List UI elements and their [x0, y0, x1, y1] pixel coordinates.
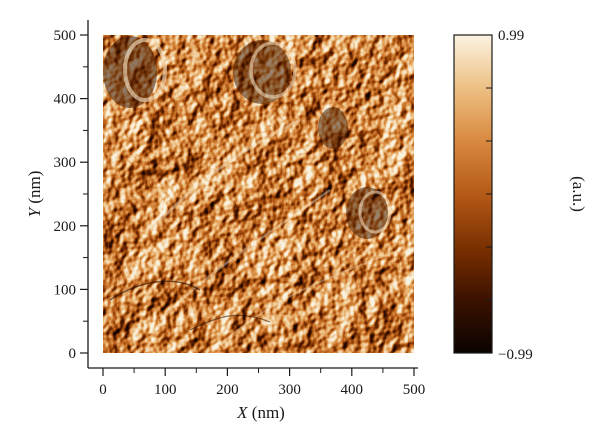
colorbar-unit-label: (a.u.) [569, 176, 588, 212]
x-tick-label: 100 [154, 382, 177, 398]
dark-grain [233, 40, 291, 104]
y-ticks: 0 100 200 300 400 500 [54, 28, 88, 362]
crack [109, 280, 201, 301]
x-tick-label: 0 [99, 382, 107, 398]
x-tick-label: 400 [341, 382, 364, 398]
x-axis-unit: (nm) [248, 403, 285, 422]
afm-phase-image [103, 35, 414, 353]
y-axis-var: Y [25, 206, 44, 217]
y-axis-unit: (nm) [25, 171, 44, 208]
x-tick-label: 500 [403, 382, 426, 398]
dark-grain [346, 187, 388, 239]
dark-grain [318, 107, 348, 149]
y-axis-title: Y (nm) [25, 171, 44, 218]
y-tick-label: 300 [54, 155, 77, 171]
x-tick-label: 300 [278, 382, 301, 398]
colorbar: 0.99 −0.99 (a.u.) [453, 28, 588, 363]
y-tick-label: 200 [54, 219, 77, 235]
x-axis-var: X [236, 403, 248, 422]
y-tick-label: 100 [54, 282, 77, 298]
axes: 0 100 200 300 400 500 0 100 200 300 400 500 [54, 20, 425, 398]
bright-rim [249, 41, 297, 99]
x-tick-label: 200 [216, 382, 239, 398]
bright-rim [358, 190, 392, 234]
x-ticks: 0 100 200 300 400 500 [99, 368, 425, 398]
ridge [148, 118, 301, 232]
y-tick-label: 500 [54, 28, 77, 44]
colorbar-max-label: 0.99 [498, 28, 524, 44]
colorbar-ticks [486, 34, 492, 354]
colorbar-gradient [453, 34, 493, 354]
ridge [159, 188, 331, 321]
ridge [219, 249, 401, 346]
y-tick-label: 400 [54, 92, 77, 108]
y-tick-label: 0 [69, 346, 77, 362]
colorbar-min-label: −0.99 [498, 347, 533, 363]
x-axis-title: X (nm) [236, 403, 285, 422]
dark-grain [103, 36, 157, 108]
bright-rim [123, 38, 167, 102]
crack [189, 314, 271, 331]
